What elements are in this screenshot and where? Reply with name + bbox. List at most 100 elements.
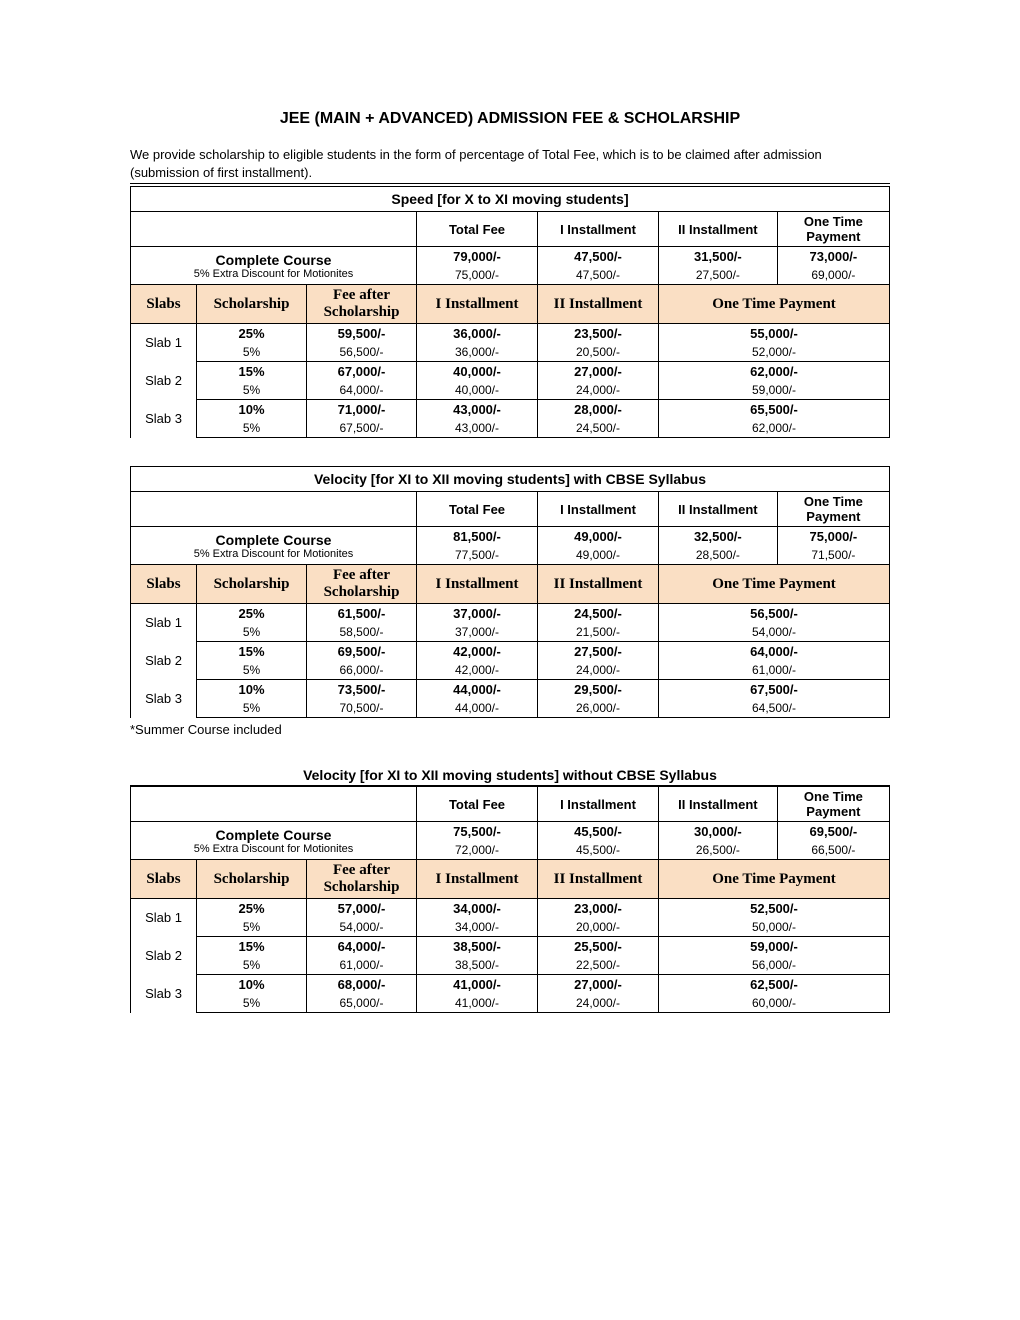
empty-cell [131,492,417,527]
slab-fee-main: 69,500/- [307,642,417,662]
col-total-fee: Total Fee [417,492,538,527]
slab-i1-main: 38,500/- [417,937,538,957]
col-i1: I Installment [538,212,659,247]
course-i1-main: 49,000/- [538,527,659,547]
slab-i1-sub: 40,000/- [417,381,538,400]
course-total-sub: 77,500/- [417,546,538,565]
col-total-fee: Total Fee [417,787,538,822]
slab-fee-sub: 70,500/- [307,699,417,718]
slab-otp-main: 62,000/- [659,362,890,382]
course-otp-main: 69,500/- [777,822,889,842]
course-i2-sub: 28,500/- [659,546,778,565]
col-slabs: Slabs [131,285,197,324]
slab-i2-sub: 20,000/- [538,918,659,937]
fee-table: Velocity [for XI to XII moving students]… [130,466,890,718]
slab-sch-sub: 5% [197,956,307,975]
slab-otp-main: 62,500/- [659,975,890,995]
slab-i1-main: 40,000/- [417,362,538,382]
slab-i1-main: 37,000/- [417,604,538,624]
slab-i2-sub: 20,500/- [538,343,659,362]
col-i2-slab: II Installment [538,565,659,604]
col-i2-slab: II Installment [538,860,659,899]
course-total-sub: 72,000/- [417,841,538,860]
slab-sch-main: 10% [197,975,307,995]
fee-table: Total FeeI InstallmentII InstallmentOne … [130,786,890,1013]
slab-fee-main: 71,000/- [307,400,417,420]
col-i1: I Installment [538,787,659,822]
col-i2-slab: II Installment [538,285,659,324]
col-otp: One Time Payment [777,212,889,247]
slab-sch-sub: 5% [197,661,307,680]
slab-name: Slab 1 [131,899,197,937]
slab-otp-sub: 64,500/- [659,699,890,718]
page: JEE (MAIN + ADVANCED) ADMISSION FEE & SC… [0,0,1020,1320]
slab-sch-main: 25% [197,604,307,624]
slab-otp-sub: 59,000/- [659,381,890,400]
col-i1-slab: I Installment [417,285,538,324]
course-total-sub: 75,000/- [417,266,538,285]
slab-i1-sub: 37,000/- [417,623,538,642]
col-otp-slab: One Time Payment [659,860,890,899]
slab-sch-main: 15% [197,362,307,382]
note-summer: *Summer Course included [130,722,890,737]
slab-name: Slab 2 [131,937,197,975]
table-caption: Speed [for X to XI moving students] [131,187,890,212]
slab-i1-sub: 44,000/- [417,699,538,718]
table-caption: Velocity [for XI to XII moving students]… [131,467,890,492]
col-fee-after: Fee after Scholarship [307,565,417,604]
course-i1-sub: 47,500/- [538,266,659,285]
col-otp: One Time Payment [777,492,889,527]
slab-i2-sub: 21,500/- [538,623,659,642]
slab-otp-main: 67,500/- [659,680,890,700]
slab-fee-main: 68,000/- [307,975,417,995]
course-i2-main: 31,500/- [659,247,778,267]
col-i2: II Installment [659,492,778,527]
slab-name: Slab 1 [131,324,197,362]
slab-sch-sub: 5% [197,419,307,438]
slab-otp-main: 65,500/- [659,400,890,420]
course-i1-main: 47,500/- [538,247,659,267]
course-i2-main: 32,500/- [659,527,778,547]
slab-i2-main: 24,500/- [538,604,659,624]
slab-fee-sub: 64,000/- [307,381,417,400]
slab-fee-sub: 65,000/- [307,994,417,1013]
slab-i2-sub: 26,000/- [538,699,659,718]
course-cell: Complete Course5% Extra Discount for Mot… [131,822,417,860]
slab-i1-main: 44,000/- [417,680,538,700]
slab-sch-main: 15% [197,642,307,662]
slab-name: Slab 2 [131,642,197,680]
tables-host: Speed [for X to XI moving students] Total… [130,186,890,1013]
slab-i2-main: 27,500/- [538,642,659,662]
slab-sch-sub: 5% [197,994,307,1013]
col-i1-slab: I Installment [417,860,538,899]
slab-i2-main: 23,000/- [538,899,659,919]
slab-sch-sub: 5% [197,343,307,362]
slab-i1-main: 42,000/- [417,642,538,662]
slab-fee-sub: 67,500/- [307,419,417,438]
slab-fee-sub: 66,000/- [307,661,417,680]
course-total-main: 81,500/- [417,527,538,547]
slab-i2-main: 23,500/- [538,324,659,344]
slab-fee-main: 57,000/- [307,899,417,919]
slab-sch-main: 10% [197,680,307,700]
slab-i2-sub: 22,500/- [538,956,659,975]
fee-table: Speed [for X to XI moving students]Total… [130,186,890,438]
col-i1-slab: I Installment [417,565,538,604]
course-otp-sub: 71,500/- [777,546,889,565]
slab-name: Slab 3 [131,975,197,1013]
slab-i1-sub: 36,000/- [417,343,538,362]
course-total-main: 75,500/- [417,822,538,842]
slab-otp-sub: 61,000/- [659,661,890,680]
slab-name: Slab 2 [131,362,197,400]
slab-otp-sub: 56,000/- [659,956,890,975]
slab-i1-main: 41,000/- [417,975,538,995]
slab-i2-sub: 24,000/- [538,661,659,680]
slab-i2-sub: 24,500/- [538,419,659,438]
slab-otp-sub: 54,000/- [659,623,890,642]
slab-i2-main: 29,500/- [538,680,659,700]
course-i2-main: 30,000/- [659,822,778,842]
slab-otp-main: 64,000/- [659,642,890,662]
slab-i2-sub: 24,000/- [538,381,659,400]
slab-name: Slab 1 [131,604,197,642]
slab-sch-main: 15% [197,937,307,957]
